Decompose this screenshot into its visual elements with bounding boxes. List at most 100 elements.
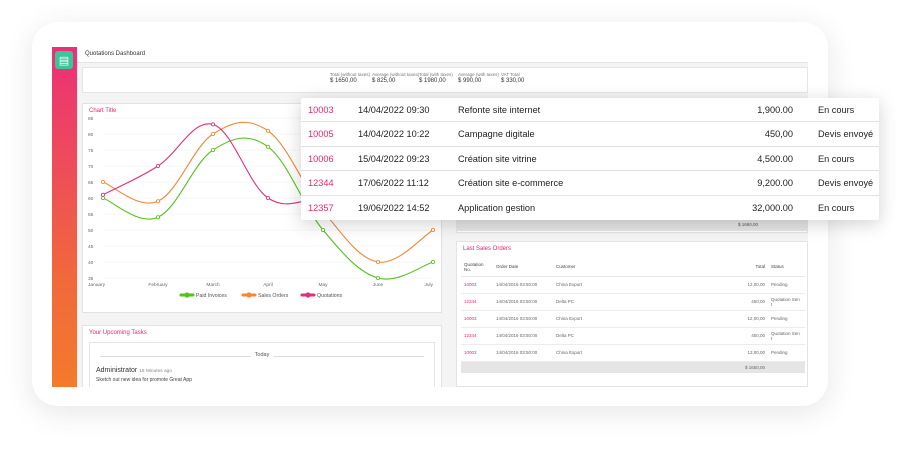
app-logo-icon[interactable]: ▤ [55, 51, 73, 69]
table-row[interactable]: 10003 14/04/2016 03:50:00 China Export 1… [461, 344, 805, 362]
x-tick-label: June [373, 282, 384, 288]
row-status: Pending [768, 344, 805, 362]
header: Quotations Dashboard [77, 47, 808, 63]
list-item[interactable]: 10006 15/04/2022 09:23 Création site vit… [301, 147, 879, 172]
popup-row-name: Refonte site internet [458, 105, 541, 115]
tasks-panel: Your Upcoming Tasks Today Administrator … [82, 325, 442, 387]
chart-title: Chart Title [89, 108, 117, 114]
row-date: 14/04/2016 03:50:00 [493, 276, 553, 294]
col-order-date: Order Date [493, 258, 553, 277]
summary-bar: Total (without taxes) $ 1650,00 Average (… [82, 67, 808, 93]
x-tick-label: July [424, 282, 433, 288]
row-customer: Delta PC [553, 327, 728, 345]
table-footer-row: $ 1650,00 [461, 361, 805, 373]
row-no[interactable]: 12344 [461, 327, 493, 345]
row-total: 450,00 [728, 327, 768, 345]
popup-row-amount: 4,500.00 [757, 153, 793, 164]
data-point [210, 131, 215, 136]
popup-row-date: 19/06/2022 14:52 [358, 202, 430, 213]
data-point [430, 228, 435, 233]
col-status: Status [768, 258, 805, 277]
row-status: Pending [768, 276, 805, 294]
data-point [210, 148, 215, 153]
sales-orders-panel: Last Sales Orders Quotation No. Order Da… [456, 241, 808, 387]
task-description: Sketch out new idea for promote Great Ap… [96, 377, 192, 383]
y-tick-label: 50 [88, 228, 94, 234]
popup-row-amount: 1,900.00 [757, 105, 793, 115]
task-user-name: Administrator [96, 367, 138, 374]
legend-marker [305, 292, 311, 298]
data-point [265, 196, 270, 201]
sales-orders-table: Quotation No. Order Date Customer Total … [461, 258, 805, 373]
row-date: 14/04/2016 03:50:00 [493, 293, 553, 311]
popup-row-id[interactable]: 10005 [308, 129, 334, 140]
row-no[interactable]: 12344 [461, 293, 493, 311]
y-tick-label: 60 [88, 196, 94, 202]
y-tick-label: 85 [88, 116, 94, 122]
row-customer: China Export [553, 310, 728, 328]
row-no[interactable]: 10003 [461, 276, 493, 294]
col-total: Total [728, 258, 768, 277]
data-point [100, 196, 105, 201]
quotations-total: $ 1650,00 [737, 222, 758, 227]
data-point [265, 128, 270, 133]
tasks-today-group: Today Administrator 16 Minutes ago Sketc… [89, 342, 435, 387]
list-item[interactable]: 12344 17/06/2022 11:12 Création site e-c… [301, 171, 879, 196]
data-point [210, 122, 215, 127]
x-tick-label: March [206, 282, 220, 288]
footer-total: $ 1650,00 [728, 361, 768, 373]
x-tick-label: April [263, 282, 273, 288]
quotations-popup-card: 10003 14/04/2022 09:30 Refonte site inte… [301, 98, 879, 220]
legend-marker [246, 292, 252, 298]
popup-row-id[interactable]: 12357 [308, 202, 334, 213]
summary-average-without-taxes: Average (without taxes) $ 825,00 [372, 72, 420, 84]
popup-row-amount: 450,00 [764, 129, 793, 140]
table-row[interactable]: 10003 14/04/2016 03:50:00 China Export 1… [461, 310, 805, 328]
y-tick-label: 45 [88, 244, 94, 250]
table-row[interactable]: 12344 14/04/2016 03:50:00 Delta PC 450,0… [461, 293, 805, 311]
popup-row-id[interactable]: 12344 [308, 178, 334, 189]
data-point [156, 215, 161, 220]
table-row[interactable]: 12344 14/04/2016 03:50:00 Delta PC 450,0… [461, 327, 805, 345]
col-quotation-no: Quotation No. [461, 258, 493, 277]
legend-marker [184, 292, 190, 298]
row-date: 14/04/2016 03:50:00 [493, 344, 553, 362]
popup-row-status: Devis envoyé [818, 129, 874, 140]
list-item[interactable]: 10005 14/04/2022 10:22 Campagne digitale… [301, 122, 879, 147]
popup-row-id[interactable]: 10003 [308, 105, 334, 115]
summary-total-with-taxes: Total (with taxes) $ 1980,00 [419, 72, 453, 84]
row-total: 12,00,00 [728, 310, 768, 328]
y-tick-label: 75 [88, 148, 94, 154]
row-total: 12,00,00 [728, 276, 768, 294]
col-customer: Customer [553, 258, 728, 277]
popup-row-name: Application gestion [458, 202, 536, 213]
y-tick-label: 55 [88, 212, 94, 218]
list-item[interactable]: 10003 14/04/2022 09:30 Refonte site inte… [301, 98, 879, 123]
popup-row-status: En cours [818, 153, 855, 164]
popup-row-date: 14/04/2022 09:30 [358, 105, 430, 115]
data-point [156, 199, 161, 204]
x-tick-label: January [88, 282, 106, 288]
row-date: 14/04/2016 03:50:00 [493, 327, 553, 345]
summary-average-with-taxes: Average (with taxes) $ 990,00 [458, 72, 499, 84]
legend-label: Quotations [317, 293, 342, 299]
list-item[interactable]: 12357 19/06/2022 14:52 Application gesti… [301, 196, 879, 220]
row-no[interactable]: 10003 [461, 344, 493, 362]
data-point [156, 164, 161, 169]
popup-row-name: Création site e-commerce [458, 178, 564, 189]
row-customer: China Export [553, 276, 728, 294]
table-row[interactable]: 10003 14/04/2016 03:50:00 China Export 1… [461, 276, 805, 294]
popup-row-id[interactable]: 10006 [308, 153, 334, 164]
data-point [430, 259, 435, 264]
y-tick-label: 65 [88, 180, 94, 186]
tasks-title: Your Upcoming Tasks [89, 330, 147, 336]
y-tick-label: 35 [88, 276, 94, 282]
data-point [265, 144, 270, 149]
summary-vat-total: VAT Total $ 330,00 [501, 72, 525, 84]
row-customer: China Export [553, 344, 728, 362]
row-customer: Delta PC [553, 293, 728, 311]
row-no[interactable]: 10003 [461, 310, 493, 328]
y-tick-label: 70 [88, 164, 94, 170]
data-point [100, 192, 105, 197]
y-tick-label: 80 [88, 132, 94, 138]
